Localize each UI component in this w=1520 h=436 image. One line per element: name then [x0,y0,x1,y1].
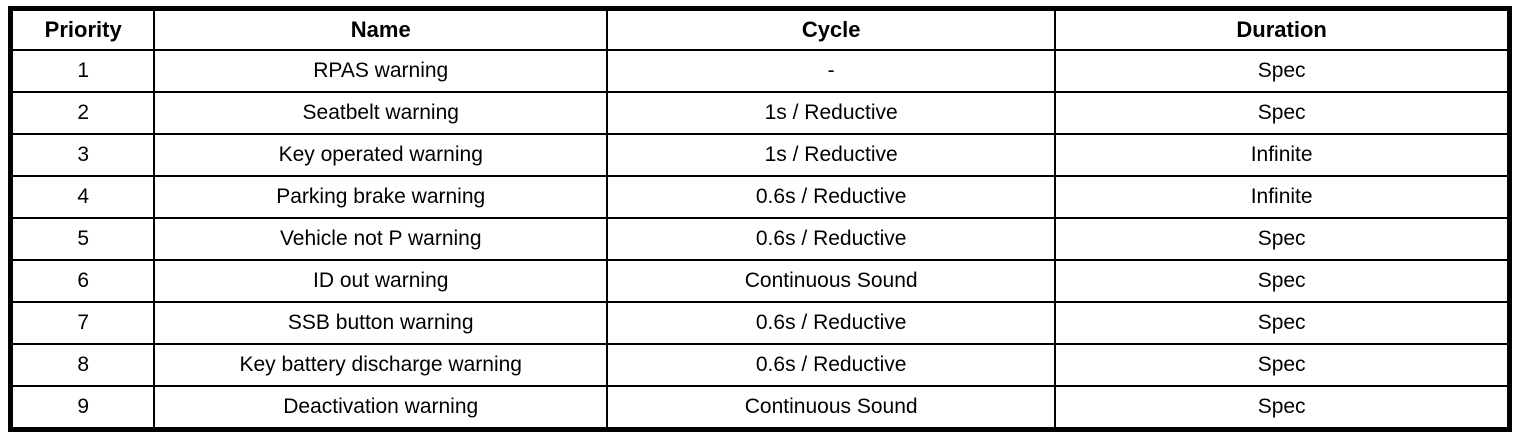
cell-duration: Spec [1054,301,1513,345]
cell-duration: Spec [1054,217,1513,261]
cell-duration: Spec [1054,49,1513,93]
cell-name: ID out warning [153,259,609,303]
cell-priority: 6 [8,259,156,303]
cell-cycle: 1s / Reductive [606,133,1057,177]
table-row: 4 Parking brake warning 0.6s / Reductive In… [8,175,1513,219]
column-header-cycle: Cycle [606,6,1057,51]
cell-priority: 2 [8,91,156,135]
cell-duration: Infinite [1054,133,1513,177]
table-body: 1 RPAS warning - Spec 2 Seatbelt warning 1s / … [8,49,1513,432]
column-header-name: Name [153,6,609,51]
warning-priority-table: Priority Name Cycle Duration 1 RPAS warni… [8,6,1513,432]
cell-cycle: 0.6s / Reductive [606,301,1057,345]
cell-priority: 4 [8,175,156,219]
cell-priority: 9 [8,385,156,432]
cell-cycle: - [606,49,1057,93]
table-row: 5 Vehicle not P warning 0.6s / Reductive Sp… [8,217,1513,261]
cell-name: SSB button warning [153,301,609,345]
table-row: 2 Seatbelt warning 1s / Reductive Spec [8,91,1513,135]
table-row: 8 Key battery discharge warning 0.6s / Red… [8,343,1513,387]
cell-cycle: Continuous Sound [606,259,1057,303]
cell-duration: Spec [1054,91,1513,135]
cell-cycle: Continuous Sound [606,385,1057,432]
cell-cycle: 1s / Reductive [606,91,1057,135]
cell-duration: Spec [1054,343,1513,387]
cell-duration: Infinite [1054,175,1513,219]
table-row: 9 Deactivation warning Continuous Sound Spe… [8,385,1513,432]
table-header-row: Priority Name Cycle Duration [8,6,1513,51]
cell-name: Seatbelt warning [153,91,609,135]
cell-cycle: 0.6s / Reductive [606,343,1057,387]
cell-name: Key battery discharge warning [153,343,609,387]
cell-name: RPAS warning [153,49,609,93]
table-row: 3 Key operated warning 1s / Reductive Infin… [8,133,1513,177]
table-row: 1 RPAS warning - Spec [8,49,1513,93]
cell-duration: Spec [1054,259,1513,303]
cell-priority: 3 [8,133,156,177]
table-row: 6 ID out warning Continuous Sound Spec [8,259,1513,303]
cell-priority: 7 [8,301,156,345]
table-row: 7 SSB button warning 0.6s / Reductive Spec [8,301,1513,345]
cell-name: Vehicle not P warning [153,217,609,261]
cell-priority: 8 [8,343,156,387]
cell-priority: 5 [8,217,156,261]
table-header: Priority Name Cycle Duration [8,6,1513,51]
column-header-priority: Priority [8,6,156,51]
cell-priority: 1 [8,49,156,93]
cell-cycle: 0.6s / Reductive [606,175,1057,219]
cell-cycle: 0.6s / Reductive [606,217,1057,261]
cell-name: Parking brake warning [153,175,609,219]
cell-duration: Spec [1054,385,1513,432]
cell-name: Key operated warning [153,133,609,177]
cell-name: Deactivation warning [153,385,609,432]
column-header-duration: Duration [1054,6,1513,51]
